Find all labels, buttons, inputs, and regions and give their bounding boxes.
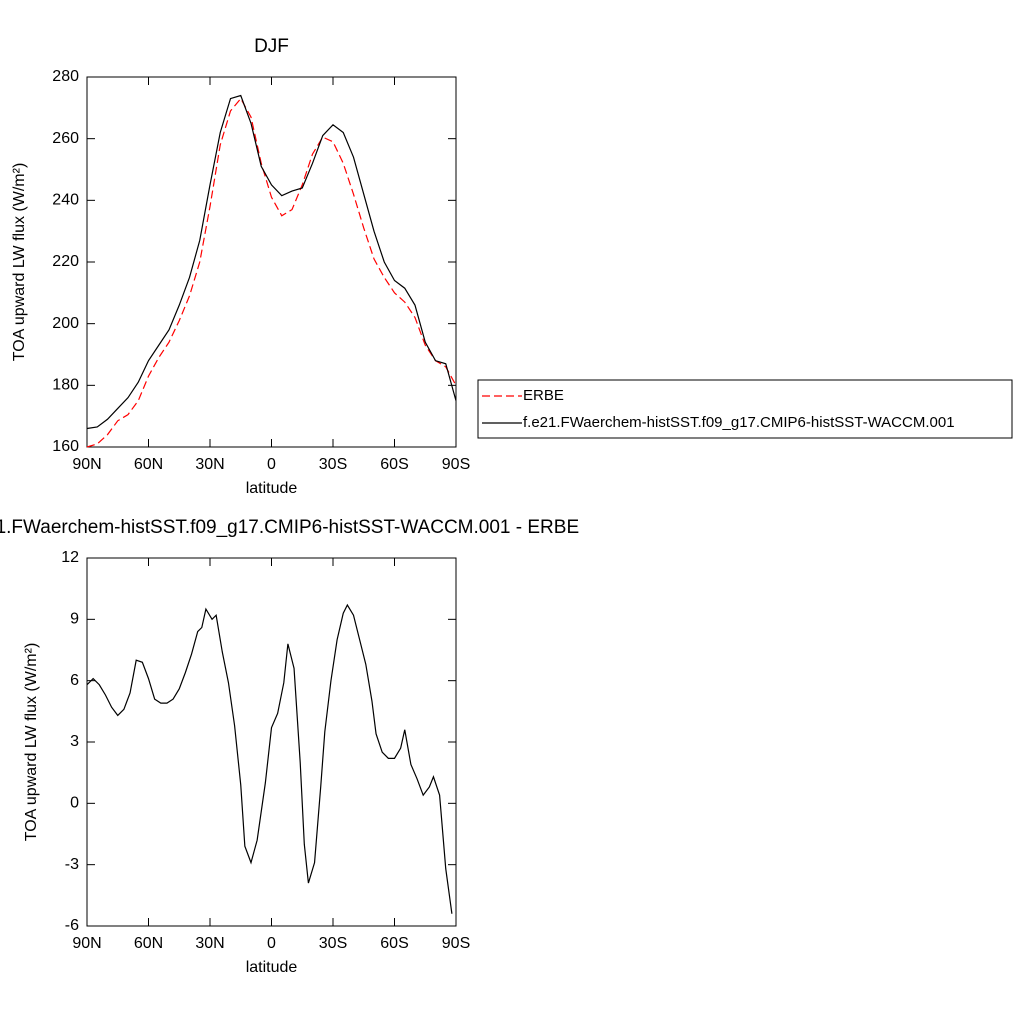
y-tick-label: 180 [52,377,79,394]
chart-title: DJF [254,36,289,57]
chart-title: f.e21.FWaerchem-histSST.f09_g17.CMIP6-hi… [0,517,579,538]
data-line [86,603,453,914]
y-tick-label: 220 [52,253,79,270]
y-tick-label: 12 [61,549,79,566]
y-tick-label: 160 [52,438,79,455]
x-tick-label: 90N [72,935,101,952]
x-axis-label: latitude [246,480,298,497]
x-axis-label: latitude [246,959,298,976]
data-line [86,94,457,430]
x-tick-label: 30N [195,935,224,952]
y-tick-label: -6 [65,917,79,934]
y-tick-label: -3 [65,856,79,873]
x-tick-label: 60S [380,935,408,952]
x-tick-label: 90N [72,456,101,473]
data-line [86,97,457,448]
y-axis-label: TOA upward LW flux (W/m²) [23,643,40,842]
legend-label: ERBE [523,387,564,404]
x-tick-label: 60S [380,456,408,473]
x-tick-label: 30N [195,456,224,473]
y-tick-label: 9 [70,611,79,628]
y-axis-label: TOA upward LW flux (W/m²) [11,163,28,362]
plot-frame [86,557,457,927]
x-tick-label: 0 [267,935,276,952]
plot-frame [86,76,457,448]
x-tick-label: 30S [319,456,347,473]
y-tick-label: 6 [70,672,79,689]
y-tick-label: 260 [52,130,79,147]
y-tick-label: 280 [52,68,79,85]
legend-box [477,379,1013,439]
x-tick-label: 60N [134,935,163,952]
legend-label: f.e21.FWaerchem-histSST.f09_g17.CMIP6-hi… [523,414,955,431]
y-tick-label: 240 [52,192,79,209]
x-tick-label: 90S [442,456,470,473]
x-tick-label: 0 [267,456,276,473]
x-tick-label: 90S [442,935,470,952]
y-tick-label: 0 [70,795,79,812]
y-tick-label: 200 [52,315,79,332]
x-tick-label: 30S [319,935,347,952]
x-tick-label: 60N [134,456,163,473]
y-tick-label: 3 [70,733,79,750]
